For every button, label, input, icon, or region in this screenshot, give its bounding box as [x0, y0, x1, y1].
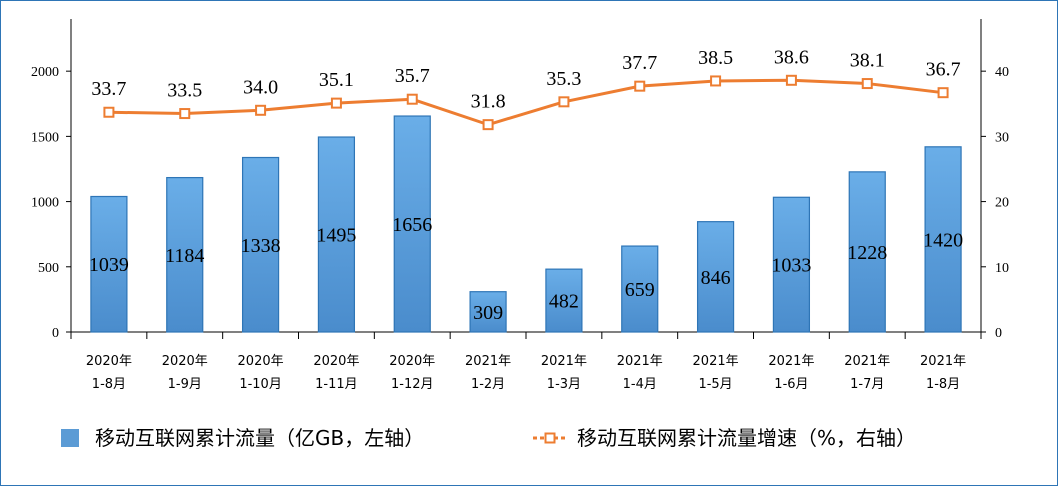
category-label-year: 2021年 — [844, 354, 890, 369]
legend-bar-label: 移动互联网累计流量（亿GB，左轴） — [95, 426, 424, 450]
category-label-period: 1-12月 — [391, 377, 434, 392]
line-point-marker — [103, 106, 115, 118]
bar — [241, 156, 280, 333]
line-point-marker — [179, 108, 191, 120]
line-value-label: 38.5 — [698, 47, 733, 69]
growth-line — [108, 78, 944, 127]
category-label-period: 1-4月 — [623, 377, 657, 392]
category-label-year: 2021年 — [768, 354, 814, 369]
bar-value-label: 1039 — [89, 254, 129, 276]
line-value-label: 35.3 — [546, 68, 581, 90]
bar-value-label: 1228 — [847, 242, 887, 264]
line-point-marker — [255, 104, 267, 116]
line-point-marker — [937, 87, 949, 99]
bar-value-label: 1420 — [923, 229, 963, 251]
line-value-label: 31.8 — [471, 91, 506, 113]
line-value-label: 33.7 — [91, 78, 126, 100]
bar-labels: 1039 1184 1338 1495 1656 309 482 659 846 1033 1228… — [89, 214, 963, 324]
category-label-period: 1-8月 — [92, 377, 126, 392]
bar-value-label: 846 — [701, 267, 731, 289]
line-value-label: 35.7 — [395, 65, 430, 87]
right-tick-label: 40 — [995, 65, 1009, 80]
category-label-year: 2021年 — [541, 354, 587, 369]
line-value-label: 33.5 — [167, 80, 202, 102]
category-label-period: 1-5月 — [698, 377, 732, 392]
category-label-period: 1-8月 — [926, 377, 960, 392]
left-tick-label: 1000 — [31, 196, 59, 211]
category-label-year: 2020年 — [389, 354, 435, 369]
legend-line-marker — [544, 432, 556, 444]
bar-value-label: 1184 — [165, 245, 204, 267]
line-point-marker — [710, 75, 722, 87]
left-tick-label: 2000 — [31, 65, 59, 80]
line-point-marker — [406, 93, 418, 105]
line-value-label: 35.1 — [319, 69, 354, 91]
line-value-label: 38.6 — [774, 46, 809, 68]
line-value-label: 37.7 — [622, 52, 657, 74]
category-label-period: 1-6月 — [774, 377, 808, 392]
line-point-marker — [634, 80, 646, 92]
bar — [317, 136, 356, 333]
bar-value-label: 1033 — [771, 255, 811, 277]
line-value-label: 38.1 — [850, 50, 885, 72]
right-tick-label: 0 — [995, 326, 1002, 341]
line-point-marker — [330, 97, 342, 109]
bar — [545, 268, 583, 333]
bar-value-label: 1338 — [241, 235, 281, 257]
bar-value-label: 659 — [625, 279, 655, 301]
category-label-period: 1-2月 — [471, 377, 505, 392]
bar-value-label: 1656 — [392, 214, 432, 236]
bar — [848, 171, 886, 333]
line-value-label: 36.7 — [926, 59, 961, 81]
category-label-year: 2021年 — [693, 354, 739, 369]
axes: 0 500 1000 1500 2000 0 10 20 30 40 2020年 1-8月 2020年 1… — [31, 19, 1009, 392]
left-tick-label: 0 — [52, 326, 59, 341]
line-point-marker — [482, 119, 494, 131]
left-tick-label: 500 — [38, 261, 59, 276]
legend-line-label: 移动互联网累计流量增速（%，右轴） — [577, 426, 916, 450]
bar — [924, 146, 962, 333]
right-tick-label: 20 — [995, 196, 1009, 211]
category-label-period: 1-11月 — [315, 377, 358, 392]
bar — [393, 115, 431, 333]
right-tick-label: 10 — [995, 261, 1009, 276]
bar — [772, 196, 811, 333]
bar — [469, 291, 507, 333]
bar — [696, 221, 735, 333]
legend-bar-swatch — [61, 429, 79, 447]
category-label-period: 1-3月 — [547, 377, 581, 392]
bar-value-label: 309 — [473, 302, 503, 324]
category-label-year: 2021年 — [920, 354, 966, 369]
line-point-marker — [861, 78, 873, 90]
right-tick-label: 30 — [995, 130, 1009, 145]
category-label-year: 2020年 — [162, 354, 208, 369]
line-value-label: 34.0 — [243, 76, 278, 98]
category-label-year: 2020年 — [238, 354, 284, 369]
left-tick-label: 1500 — [31, 130, 59, 145]
legend: 移动互联网累计流量（亿GB，左轴） 移动互联网累计流量增速（%，右轴） — [61, 426, 916, 450]
bar-value-label: 1495 — [316, 225, 356, 247]
category-label-year: 2020年 — [313, 354, 359, 369]
line-point-marker — [785, 74, 797, 86]
category-label-year: 2021年 — [465, 354, 511, 369]
category-label-year: 2020年 — [86, 354, 132, 369]
category-label-period: 1-7月 — [850, 377, 884, 392]
bar-value-label: 482 — [549, 291, 579, 313]
category-label-period: 1-9月 — [168, 377, 202, 392]
bar — [90, 195, 128, 333]
bar-series — [90, 115, 962, 333]
line-series — [103, 74, 949, 131]
line-labels: 33.7 33.5 34.0 35.1 35.7 31.8 35.3 37.7 38.5 38.6… — [91, 46, 960, 112]
bar — [166, 176, 204, 333]
category-label-period: 1-10月 — [239, 377, 282, 392]
category-label-year: 2021年 — [617, 354, 663, 369]
line-point-marker — [558, 96, 570, 108]
bar — [621, 245, 659, 333]
